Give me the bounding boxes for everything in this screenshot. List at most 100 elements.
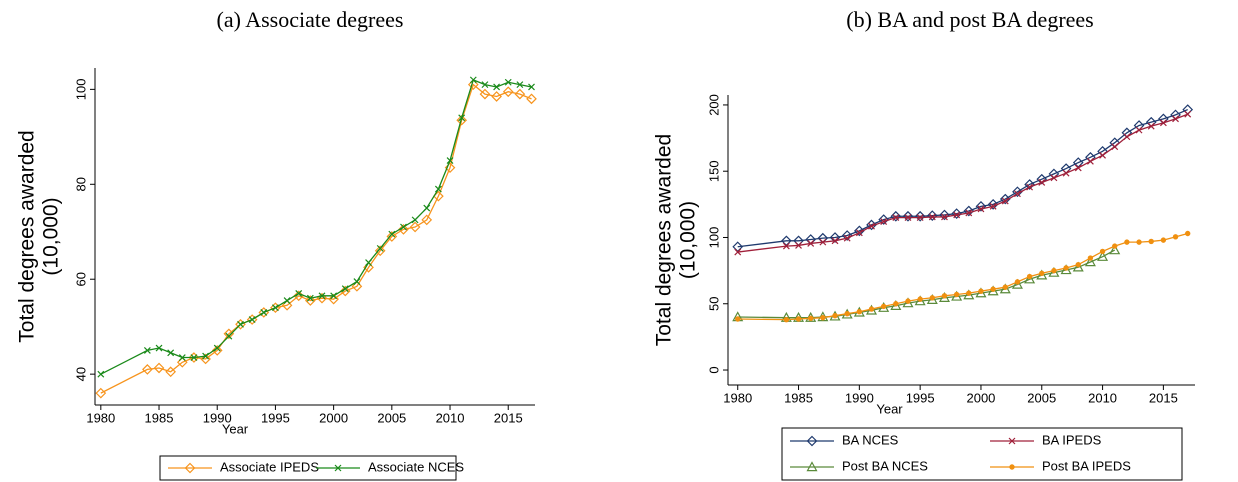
marker <box>271 304 279 312</box>
marker <box>363 262 374 273</box>
marker <box>1099 151 1106 159</box>
marker <box>806 435 818 447</box>
x-tick-label: 1995 <box>261 410 290 425</box>
marker <box>892 214 900 222</box>
marker <box>1184 110 1192 118</box>
marker <box>202 352 210 360</box>
legend-label: Post BA IPEDS <box>1042 458 1131 473</box>
marker <box>1123 133 1131 141</box>
marker <box>434 185 442 193</box>
y-tick-label: 200 <box>706 94 721 116</box>
marker <box>807 240 815 247</box>
marker <box>855 229 863 237</box>
marker <box>1048 266 1060 277</box>
marker <box>1135 126 1143 134</box>
marker <box>856 309 863 315</box>
x-tick-label: 2010 <box>436 410 465 425</box>
marker <box>409 221 421 233</box>
marker <box>977 205 985 213</box>
marker <box>493 83 501 91</box>
marker <box>1072 261 1084 272</box>
marker <box>283 297 291 305</box>
marker <box>893 301 899 307</box>
marker <box>155 344 163 352</box>
marker <box>829 232 841 243</box>
y-tick-label: 150 <box>706 160 721 182</box>
marker <box>734 248 742 256</box>
marker <box>153 362 165 374</box>
marker <box>1148 238 1154 245</box>
marker <box>318 292 326 300</box>
marker <box>975 287 987 298</box>
marker <box>528 83 535 91</box>
marker <box>213 344 221 352</box>
marker <box>878 214 890 225</box>
series-line <box>737 113 1188 253</box>
marker <box>248 316 256 323</box>
marker <box>260 309 268 316</box>
x-tick-label: 1980 <box>86 410 115 425</box>
marker <box>200 353 211 365</box>
marker <box>1051 267 1057 274</box>
marker <box>999 283 1011 294</box>
marker <box>1012 186 1023 198</box>
marker <box>989 202 997 210</box>
x-tick-label: 1980 <box>723 390 752 405</box>
marker <box>467 79 479 90</box>
marker <box>904 214 912 222</box>
marker <box>880 303 887 310</box>
marker <box>1109 244 1121 255</box>
marker <box>1084 256 1096 267</box>
marker <box>735 316 741 322</box>
marker <box>807 315 814 322</box>
marker <box>843 234 851 242</box>
marker <box>795 242 802 249</box>
marker <box>444 162 456 174</box>
marker <box>386 231 398 242</box>
x-tick-label: 1995 <box>906 390 935 405</box>
marker <box>987 198 999 210</box>
marker <box>334 464 342 472</box>
legend-label: Associate IPEDS <box>220 459 319 474</box>
marker <box>963 289 975 300</box>
y-axis-label: Total degrees awarded <box>653 134 676 346</box>
marker <box>458 114 466 122</box>
marker <box>188 352 200 363</box>
marker <box>941 213 948 221</box>
marker <box>97 370 105 378</box>
marker <box>165 366 177 378</box>
marker <box>365 259 372 267</box>
legend-label: BA NCES <box>842 432 899 447</box>
marker <box>1099 248 1106 255</box>
marker <box>1011 278 1023 289</box>
x-tick-label: 2000 <box>966 390 995 405</box>
marker <box>1160 237 1167 243</box>
marker <box>890 300 902 310</box>
marker <box>1185 230 1191 237</box>
marker <box>1038 179 1046 186</box>
x-tick-label: 1985 <box>145 410 174 425</box>
marker <box>953 211 961 219</box>
marker <box>281 299 293 311</box>
marker <box>1063 265 1069 271</box>
marker <box>1097 250 1109 261</box>
chart-title: (a) Associate degrees <box>217 7 404 32</box>
marker <box>504 78 512 86</box>
marker <box>388 230 396 238</box>
marker <box>902 297 914 308</box>
x-tick-label: 2015 <box>494 410 523 425</box>
x-tick-label: 2000 <box>319 410 348 425</box>
marker <box>1026 183 1034 191</box>
y-tick-label: 50 <box>706 297 721 311</box>
x-tick-label: 1990 <box>203 410 232 425</box>
marker <box>456 114 468 126</box>
marker <box>868 222 875 230</box>
marker <box>1001 197 1009 205</box>
marker <box>1009 464 1015 470</box>
marker <box>966 290 972 296</box>
marker <box>398 224 409 235</box>
marker <box>339 285 351 297</box>
marker <box>1075 261 1081 268</box>
marker <box>374 245 386 257</box>
